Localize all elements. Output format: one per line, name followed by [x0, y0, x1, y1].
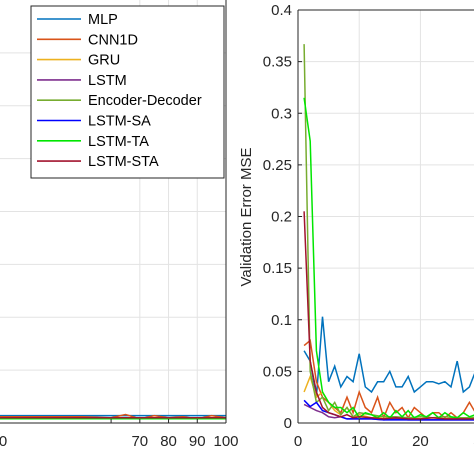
right-y-tick-label: 0.3 [271, 105, 292, 122]
right-panel: 00.050.10.150.20.250.30.350.40102030 [263, 2, 474, 450]
right-series-line-lstm-ta [303, 97, 474, 419]
left-x-tick-label: 70 [131, 433, 148, 450]
right-x-tick-label: 10 [351, 433, 368, 450]
right-y-tick-label: 0.35 [263, 54, 292, 71]
legend-label-mlp: MLP [88, 12, 118, 28]
legend-label-encoder-decoder: Encoder-Decoder [88, 93, 202, 109]
right-series-line-encoder-decoder [303, 44, 474, 419]
left-x-tick-label: 80 [160, 433, 177, 450]
left-panel: 0 70 80 90 100 [0, 0, 239, 450]
right-series-line-lstm-sa [303, 399, 474, 421]
legend-label-cnn1d: CNN1D [88, 32, 138, 48]
right-x-tick-label: 0 [294, 433, 302, 450]
right-x-tick-label: 20 [412, 433, 429, 450]
right-y-tick-label: 0.1 [271, 312, 292, 329]
legend-label-lstm-sta: LSTM-STA [88, 154, 159, 170]
legend: MLP CNN1D GRU LSTM Encoder-Decoder LSTM-SA LST… [30, 5, 225, 179]
left-x-tick-label: 90 [189, 433, 206, 450]
legend-label-lstm: LSTM [88, 73, 127, 89]
legend-box [30, 5, 225, 179]
right-y-tick-label: 0.05 [263, 363, 292, 380]
left-x-tick-label: 100 [213, 433, 238, 450]
legend-label-gru: GRU [88, 53, 120, 69]
left-x-tick-label: 0 [0, 433, 7, 450]
legend-label-lstm-ta: LSTM-TA [88, 134, 149, 150]
right-series-line-lstm-sta [303, 211, 474, 420]
right-y-tick-label: 0.2 [271, 209, 292, 226]
legend-label-lstm-sa: LSTM-SA [88, 114, 151, 130]
right-y-tick-label: 0.15 [263, 260, 292, 277]
right-series-group [303, 44, 474, 421]
right-y-tick-label: 0.25 [263, 157, 292, 174]
right-y-tick-label: 0.4 [271, 2, 292, 19]
right-y-axis-label: Validation Error MSE [238, 148, 255, 287]
right-y-tick-label: 0 [284, 415, 292, 432]
right-series-line-cnn1d [303, 338, 474, 421]
right-series-line-mlp [303, 316, 474, 398]
